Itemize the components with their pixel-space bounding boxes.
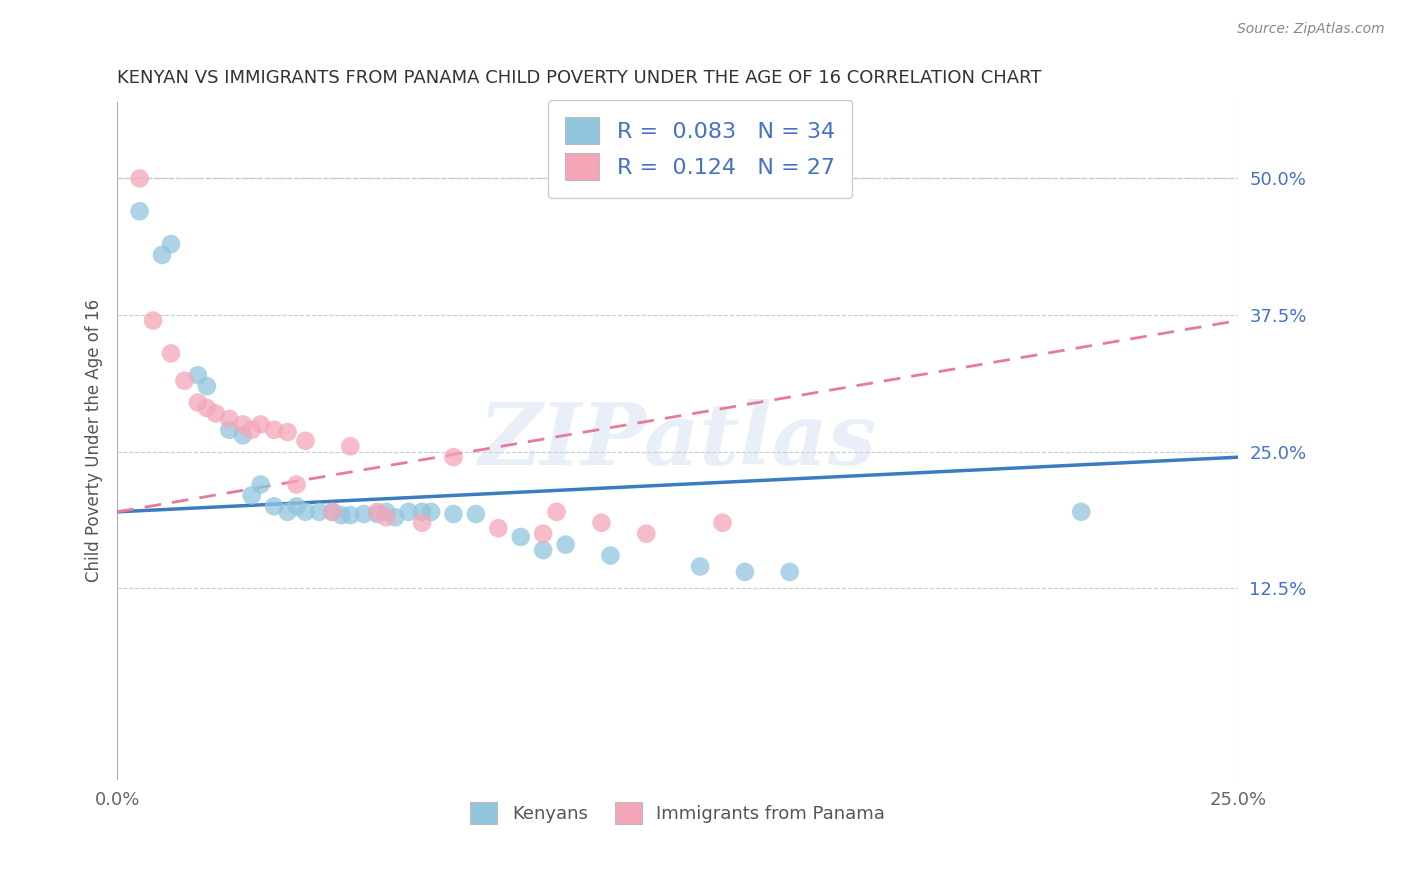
Point: [1070, 505, 1092, 519]
Point: [263, 423, 285, 437]
Point: [339, 508, 361, 522]
Point: [420, 505, 443, 519]
Point: [531, 543, 554, 558]
Point: [249, 417, 271, 432]
Point: [486, 521, 509, 535]
Point: [128, 204, 150, 219]
Point: [187, 395, 209, 409]
Point: [443, 450, 465, 465]
Point: [689, 559, 711, 574]
Point: [294, 505, 316, 519]
Point: [464, 507, 486, 521]
Point: [599, 549, 621, 563]
Point: [263, 500, 285, 514]
Point: [277, 425, 299, 439]
Point: [240, 423, 263, 437]
Point: [366, 505, 388, 519]
Point: [711, 516, 734, 530]
Point: [531, 526, 554, 541]
Legend: Kenyans, Immigrants from Panama: Kenyans, Immigrants from Panama: [463, 795, 893, 831]
Point: [277, 505, 299, 519]
Point: [366, 507, 388, 521]
Point: [142, 313, 165, 327]
Point: [285, 477, 308, 491]
Point: [339, 439, 361, 453]
Point: [330, 508, 353, 522]
Point: [509, 530, 531, 544]
Point: [232, 417, 254, 432]
Point: [285, 500, 308, 514]
Point: [384, 510, 406, 524]
Point: [240, 488, 263, 502]
Point: [554, 538, 576, 552]
Y-axis label: Child Poverty Under the Age of 16: Child Poverty Under the Age of 16: [86, 299, 103, 582]
Point: [321, 505, 343, 519]
Point: [375, 505, 398, 519]
Point: [546, 505, 568, 519]
Point: [160, 346, 183, 360]
Point: [734, 565, 756, 579]
Point: [249, 477, 271, 491]
Point: [353, 507, 375, 521]
Point: [308, 505, 330, 519]
Point: [411, 505, 433, 519]
Point: [443, 507, 465, 521]
Point: [205, 407, 228, 421]
Point: [398, 505, 420, 519]
Text: Source: ZipAtlas.com: Source: ZipAtlas.com: [1237, 22, 1385, 37]
Point: [779, 565, 801, 579]
Point: [218, 423, 240, 437]
Point: [232, 428, 254, 442]
Text: KENYAN VS IMMIGRANTS FROM PANAMA CHILD POVERTY UNDER THE AGE OF 16 CORRELATION C: KENYAN VS IMMIGRANTS FROM PANAMA CHILD P…: [117, 69, 1042, 87]
Point: [195, 401, 218, 415]
Point: [636, 526, 658, 541]
Point: [375, 510, 398, 524]
Point: [128, 171, 150, 186]
Point: [218, 412, 240, 426]
Point: [187, 368, 209, 383]
Point: [160, 237, 183, 252]
Point: [591, 516, 613, 530]
Text: ZIPatlas: ZIPatlas: [478, 399, 877, 483]
Point: [321, 505, 343, 519]
Point: [411, 516, 433, 530]
Point: [173, 374, 195, 388]
Point: [195, 379, 218, 393]
Point: [294, 434, 316, 448]
Point: [150, 248, 173, 262]
